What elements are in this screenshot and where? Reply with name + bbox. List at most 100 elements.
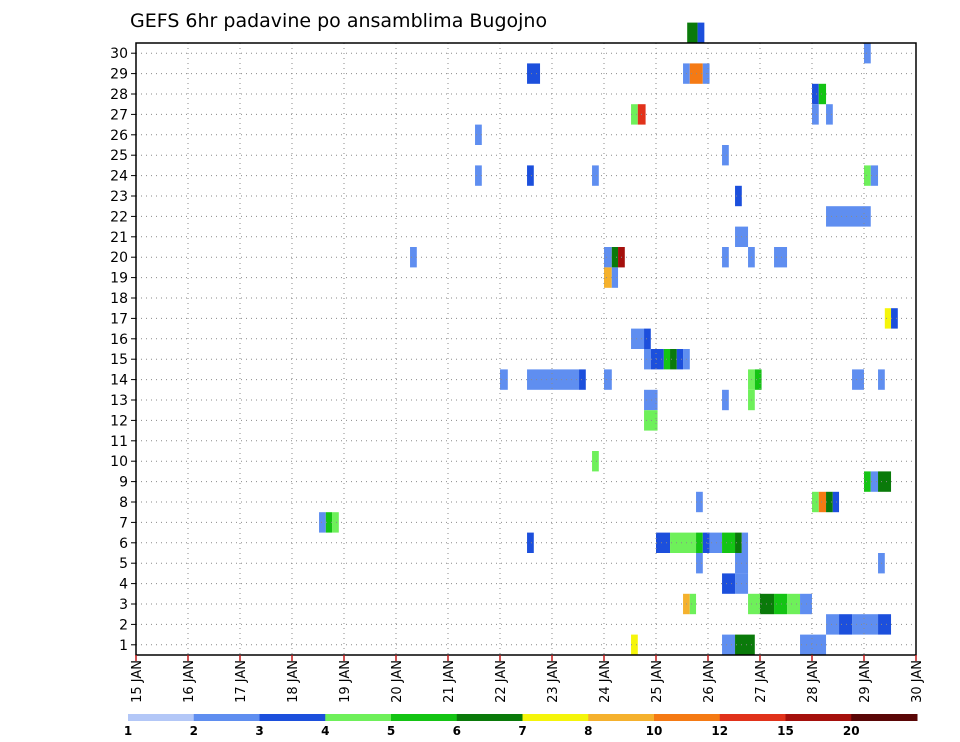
legend-swatch (128, 714, 195, 721)
heatmap-cell (644, 410, 658, 431)
chart-title: GEFS 6hr padavine po ansamblima Bugojno (130, 10, 547, 32)
legend-label: 4 (321, 724, 329, 738)
y-tick-label: 20 (110, 250, 128, 266)
heatmap-cell (697, 22, 705, 43)
y-tick-label: 25 (110, 148, 128, 164)
y-tick-label: 21 (110, 230, 128, 246)
y-tick-label: 17 (110, 311, 128, 327)
heatmap-cell (735, 532, 742, 553)
heatmap-cell (696, 553, 703, 574)
legend-swatch (851, 714, 918, 721)
y-tick-label: 19 (110, 271, 128, 287)
y-tick-label: 1 (119, 638, 128, 654)
heatmap-cell (812, 83, 819, 105)
heatmap-cell (864, 165, 871, 186)
x-tick-label: 18 JAN (286, 660, 301, 703)
x-tick-label: 24 JAN (598, 660, 613, 703)
legend-label: 1 (124, 724, 132, 738)
heatmap-cell (870, 471, 879, 492)
heatmap-cell (332, 512, 339, 533)
heatmap-cell (475, 165, 482, 186)
x-tick-label: 21 JAN (442, 660, 457, 703)
heatmap-cell (325, 512, 333, 533)
y-tick-label: 27 (110, 107, 128, 123)
heatmap-cell (722, 634, 736, 655)
x-tick-label: 29 JAN (858, 660, 873, 703)
heatmap-cell (870, 165, 879, 186)
heatmap-cell (800, 634, 827, 655)
heatmap-cell (741, 532, 749, 553)
heatmap-cell (878, 614, 892, 635)
heatmap-cell (604, 369, 612, 390)
heatmap-cell (735, 634, 755, 655)
y-axis-ticks: 1234567891011121314151617181920212223242… (110, 46, 136, 654)
heatmap-cell (864, 43, 871, 64)
heatmap-cell (611, 267, 619, 288)
y-tick-label: 23 (110, 189, 128, 205)
y-tick-label: 22 (110, 209, 128, 225)
heatmap-cell (696, 532, 703, 553)
heatmap-cell (891, 308, 898, 329)
legend-label: 6 (453, 724, 461, 738)
heatmap-cell (884, 308, 892, 329)
y-tick-label: 24 (110, 169, 128, 185)
legend-label: 15 (777, 724, 794, 738)
color-legend: 1 2 3 4 5 6 7 8 10 12 15 20 (124, 714, 918, 738)
heatmap-cell (787, 593, 801, 615)
y-tick-label: 7 (119, 515, 128, 531)
heatmap-cell (500, 369, 508, 390)
y-tick-label: 15 (110, 352, 128, 368)
heatmap-cell (735, 185, 742, 207)
x-tick-label: 30 JAN (910, 660, 925, 703)
legend-label: 3 (255, 724, 263, 738)
legend-swatch (456, 714, 523, 721)
legend-swatch (654, 714, 721, 721)
heatmap-cell (826, 104, 833, 125)
heatmap-cell (722, 532, 736, 553)
heatmap-cell (670, 532, 697, 553)
heatmap-cell (631, 104, 638, 125)
heatmap-cell (864, 471, 871, 492)
y-tick-label: 5 (119, 556, 128, 572)
heatmap-cell (839, 614, 853, 635)
y-tick-label: 26 (110, 128, 128, 144)
heatmap-cell (670, 349, 677, 370)
heatmap-cell (644, 328, 651, 349)
heatmap-cell (818, 83, 827, 105)
plot-frame (135, 42, 917, 656)
y-tick-label: 12 (110, 413, 128, 429)
heatmap-cell (319, 512, 326, 533)
heatmap-cell (826, 491, 833, 513)
legend-swatch (391, 714, 458, 721)
grid-lines (136, 43, 916, 655)
heatmap-cell (826, 614, 840, 635)
heatmap-cell (754, 369, 762, 390)
y-tick-label: 4 (119, 577, 128, 593)
y-tick-label: 13 (110, 393, 128, 409)
y-tick-label: 6 (119, 536, 128, 552)
legend-label: 10 (646, 724, 663, 738)
heatmap-cell (592, 165, 599, 186)
heatmap-cell (644, 349, 651, 370)
heatmap-cell (748, 593, 760, 615)
heatmap-cell (774, 247, 788, 268)
heatmap-cell (650, 349, 664, 370)
x-tick-label: 17 JAN (234, 660, 249, 703)
y-tick-label: 28 (110, 87, 128, 103)
y-tick-label: 30 (110, 46, 128, 62)
x-tick-label: 20 JAN (390, 660, 405, 703)
heatmap-cell (852, 614, 879, 635)
heatmap-cell (410, 247, 417, 268)
heatmap-cell (676, 349, 684, 370)
legend-label: 5 (387, 724, 395, 738)
heatmap-cell (722, 573, 736, 594)
x-tick-label: 26 JAN (702, 660, 717, 703)
heatmap-cell (527, 165, 534, 186)
x-tick-label: 16 JAN (182, 660, 197, 703)
x-tick-label: 23 JAN (546, 660, 561, 703)
y-tick-label: 10 (110, 454, 128, 470)
heatmap-cell (689, 593, 697, 615)
legend-label: 20 (843, 724, 860, 738)
x-tick-label: 22 JAN (494, 660, 509, 703)
y-tick-label: 11 (110, 434, 128, 450)
